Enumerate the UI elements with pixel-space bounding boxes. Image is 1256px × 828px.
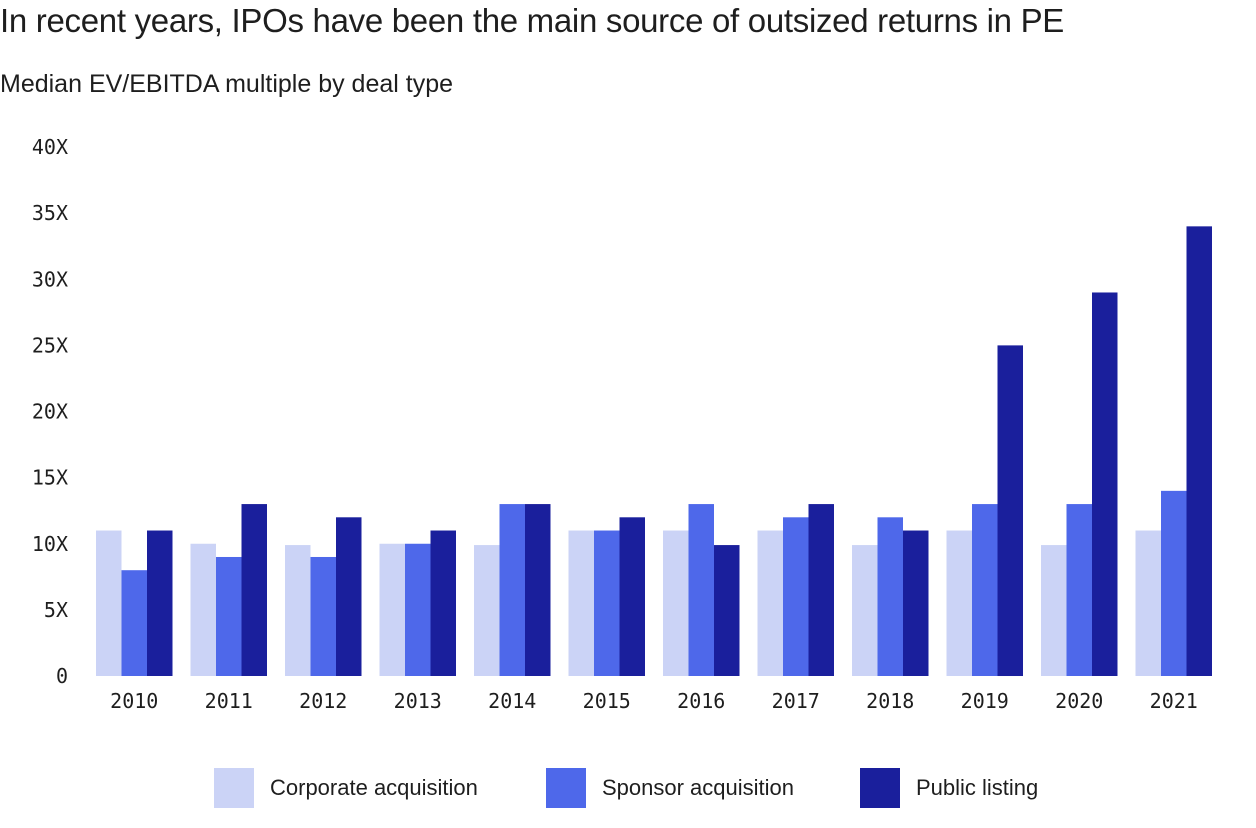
chart-title: In recent years, IPOs have been the main… [0,2,1065,39]
y-tick-label: 0 [56,664,68,688]
x-tick-label: 2015 [583,689,631,713]
bar-corporate-acquisition-2019 [946,530,972,676]
bar-public-listing-2017 [808,504,834,676]
x-tick-label: 2020 [1055,689,1103,713]
bar-corporate-acquisition-2014 [474,545,500,676]
bar-public-listing-2010 [147,530,173,676]
bar-public-listing-2013 [430,530,456,676]
x-tick-label: 2017 [772,689,820,713]
bar-sponsor-acquisition-2019 [972,504,998,676]
legend-label-public-listing: Public listing [916,775,1039,800]
bar-sponsor-acquisition-2016 [688,504,714,676]
bar-sponsor-acquisition-2011 [216,556,242,676]
y-axis: 0 5X 10X 15X 20X 25X 30X 35X 40X [32,135,68,688]
bar-public-listing-2020 [1092,292,1118,676]
bars [96,226,1212,677]
y-tick-label: 5X [44,598,68,622]
legend-item-corporate-acquisition: Corporate acquisition [214,768,478,808]
bar-sponsor-acquisition-2020 [1066,504,1092,676]
bar-sponsor-acquisition-2018 [877,517,903,676]
bar-sponsor-acquisition-2013 [405,543,431,676]
x-tick-label: 2014 [488,689,536,713]
legend-swatch-sponsor-acquisition [546,768,586,808]
legend-label-corporate-acquisition: Corporate acquisition [270,775,478,800]
x-tick-label: 2011 [205,689,253,713]
bar-sponsor-acquisition-2015 [594,530,620,676]
bar-public-listing-2015 [619,517,645,676]
bar-sponsor-acquisition-2012 [310,556,336,676]
x-tick-label: 2019 [961,689,1009,713]
bar-public-listing-2012 [336,517,362,676]
y-tick-label: 30X [32,267,68,291]
bar-corporate-acquisition-2010 [96,530,122,676]
x-tick-label: 2012 [299,689,347,713]
x-tick-label: 2013 [394,689,442,713]
y-tick-label: 15X [32,466,68,490]
bar-public-listing-2018 [903,530,929,676]
bar-sponsor-acquisition-2017 [783,517,809,676]
bar-corporate-acquisition-2016 [663,530,689,676]
bar-corporate-acquisition-2018 [852,545,878,676]
bar-sponsor-acquisition-2014 [499,504,525,676]
bar-corporate-acquisition-2021 [1135,530,1161,676]
legend-swatch-public-listing [860,768,900,808]
legend-swatch-corporate-acquisition [214,768,254,808]
y-tick-label: 40X [32,135,68,159]
legend: Corporate acquisition Sponsor acquisitio… [0,768,1256,810]
x-tick-label: 2016 [677,689,725,713]
bar-corporate-acquisition-2011 [190,543,216,676]
x-tick-label: 2018 [866,689,914,713]
legend-item-sponsor-acquisition: Sponsor acquisition [546,768,794,808]
bar-corporate-acquisition-2015 [568,530,594,676]
bar-public-listing-2019 [997,345,1023,677]
legend-item-public-listing: Public listing [860,768,1038,808]
bar-corporate-acquisition-2013 [379,543,405,676]
bar-corporate-acquisition-2020 [1041,545,1067,676]
bar-public-listing-2016 [714,545,740,676]
bar-public-listing-2021 [1186,226,1212,676]
bar-sponsor-acquisition-2010 [121,570,147,676]
bar-corporate-acquisition-2012 [285,545,311,676]
y-tick-label: 20X [32,400,68,424]
y-tick-label: 10X [32,532,68,556]
x-tick-label: 2021 [1150,689,1198,713]
chart-subtitle: Median EV/EBITDA multiple by deal type [0,70,454,98]
bar-public-listing-2011 [241,504,267,676]
bar-sponsor-acquisition-2021 [1161,490,1187,676]
x-tick-label: 2010 [110,689,158,713]
legend-label-sponsor-acquisition: Sponsor acquisition [602,775,795,800]
bar-corporate-acquisition-2017 [757,530,783,676]
y-tick-label: 35X [32,201,68,225]
bar-public-listing-2014 [525,504,551,676]
y-tick-label: 25X [32,333,68,357]
x-axis: 2010 2011 2012 2013 2014 2015 2016 2017 2018 2019… [110,689,1198,713]
